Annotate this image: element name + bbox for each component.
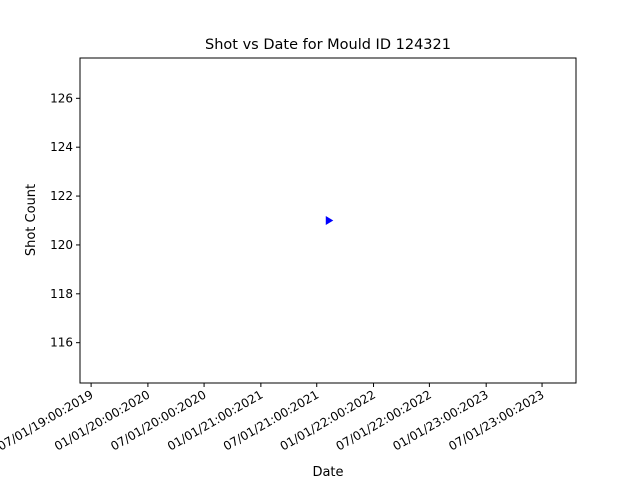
x-axis-label: Date (312, 465, 343, 480)
y-tick-label: 116 (50, 336, 73, 350)
y-tick-label: 122 (50, 189, 73, 203)
x-tick-label: 07/01/22:00:2022 (334, 387, 434, 453)
x-tick-label: 01/01/22:00:2022 (278, 387, 378, 453)
y-tick-label: 126 (50, 91, 73, 105)
chart-title: Shot vs Date for Mould ID 124321 (205, 37, 451, 53)
x-tick-label: 01/01/20:00:2020 (52, 387, 152, 453)
y-axis-label: Shot Count (24, 184, 39, 256)
x-tick-label: 01/01/23:00:2023 (390, 387, 490, 453)
x-tick-label: 07/01/23:00:2023 (446, 387, 546, 453)
point (325, 216, 334, 225)
y-tick-label: 120 (50, 238, 73, 252)
x-tick-label: 07/01/19:00:2019 (0, 387, 96, 453)
y-tick-label: 124 (50, 140, 73, 154)
x-tick-label: 07/01/21:00:2021 (221, 387, 321, 453)
x-tick-label: 07/01/20:00:2020 (108, 387, 208, 453)
x-tick-label: 01/01/21:00:2021 (165, 387, 265, 453)
plot-frame (79, 57, 577, 384)
y-tick-label: 118 (50, 287, 73, 301)
